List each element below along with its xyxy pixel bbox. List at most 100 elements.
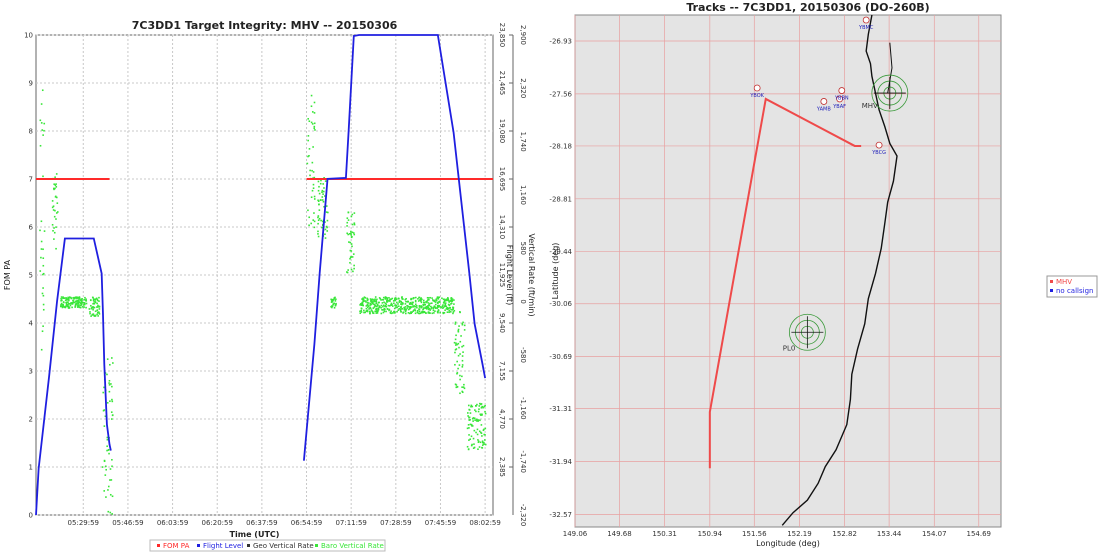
baro-rate-point xyxy=(351,231,354,234)
legend-item: Flight Level xyxy=(203,542,243,550)
airport-label: YAMB xyxy=(816,106,831,112)
x-tick-label: 08:02:59 xyxy=(469,519,500,527)
baro-rate-point xyxy=(388,308,391,311)
baro-rate-point xyxy=(478,408,480,410)
baro-rate-point xyxy=(367,305,370,307)
station-range-ring xyxy=(788,313,826,351)
flight-level-line xyxy=(35,237,112,516)
baro-rate-point xyxy=(401,298,403,300)
baro-rate-point xyxy=(387,299,390,302)
baro-rate-point xyxy=(94,301,97,304)
baro-rate-point xyxy=(374,304,376,307)
baro-rate-point xyxy=(398,300,401,302)
baro-rate-point xyxy=(421,298,423,301)
baro-rate-point xyxy=(360,311,363,313)
baro-rate-point xyxy=(434,307,437,310)
baro-rate-point xyxy=(390,312,393,315)
baro-rate-point xyxy=(63,306,66,308)
baro-rate-point xyxy=(420,297,422,299)
baro-rate-point xyxy=(483,441,485,444)
baro-rate-point xyxy=(333,306,336,309)
baro-rate-point xyxy=(312,171,315,173)
baro-rate-point xyxy=(66,303,68,305)
baro-rate-point xyxy=(361,301,364,304)
baro-rate-point xyxy=(335,298,337,301)
baro-rate-point xyxy=(420,300,422,302)
baro-rate-point xyxy=(481,446,483,449)
baro-rate-point xyxy=(426,300,428,302)
baro-rate-point xyxy=(90,304,92,307)
baro-rate-point xyxy=(483,405,486,408)
baro-rate-point xyxy=(410,306,413,308)
y-tick-label: 3 xyxy=(29,368,33,376)
baro-rate-point xyxy=(366,298,369,301)
baro-rate-point xyxy=(317,189,320,192)
baro-rate-point xyxy=(483,433,486,436)
baro-rate-point xyxy=(320,199,322,201)
baro-rate-point xyxy=(110,411,113,413)
baro-rate-point xyxy=(372,301,374,304)
baro-rate-point xyxy=(318,185,320,188)
baro-rate-point xyxy=(437,304,440,307)
baro-rate-point xyxy=(402,311,405,314)
baro-rate-point xyxy=(72,299,74,302)
baro-rate-point xyxy=(68,299,70,302)
baro-rate-point xyxy=(310,196,313,199)
baro-rate-point xyxy=(313,127,316,130)
x-tick-label: 06:03:59 xyxy=(157,519,188,527)
baro-rate-point xyxy=(381,302,384,304)
baro-rate-point xyxy=(96,306,99,308)
baro-rate-point xyxy=(111,400,114,403)
baro-rate-point xyxy=(427,299,429,301)
baro-rate-point xyxy=(470,424,473,427)
baro-rate-point xyxy=(383,310,386,313)
baro-rate-point xyxy=(313,226,316,229)
baro-rate-point xyxy=(101,466,104,468)
baro-rate-point xyxy=(308,224,310,227)
baro-rate-point xyxy=(473,429,476,432)
baro-rate-point xyxy=(444,309,446,312)
baro-rate-point xyxy=(479,413,482,416)
baro-rate-point xyxy=(362,300,365,303)
baro-rate-point xyxy=(313,195,316,198)
baro-rate-point xyxy=(386,308,389,310)
baro-rate-point xyxy=(441,297,443,300)
baro-rate-point xyxy=(331,298,334,301)
baro-rate-point xyxy=(369,302,372,305)
baro-rate-point xyxy=(420,305,423,307)
baro-rate-point xyxy=(461,323,464,326)
baro-rate-point xyxy=(384,296,387,299)
map-x-tick-label: 149.68 xyxy=(607,530,632,538)
legend-marker xyxy=(247,544,250,547)
y3-tick-label: 2,320 xyxy=(519,78,527,98)
y2-tick-label: 14,310 xyxy=(498,215,506,240)
baro-rate-point xyxy=(59,305,62,308)
baro-rate-point xyxy=(477,441,480,444)
baro-rate-point xyxy=(311,123,314,125)
baro-rate-point xyxy=(346,221,349,224)
baro-rate-point xyxy=(314,129,316,131)
baro-rate-point xyxy=(407,312,410,314)
baro-rate-point xyxy=(97,311,100,313)
baro-rate-point xyxy=(107,489,109,491)
baro-rate-point xyxy=(107,448,110,451)
baro-rate-point xyxy=(96,306,98,308)
baro-rate-point xyxy=(97,315,99,317)
baro-rate-point xyxy=(324,195,326,197)
baro-rate-point xyxy=(409,305,412,308)
baro-rate-point xyxy=(61,303,63,306)
baro-rate-point xyxy=(103,409,106,411)
baro-rate-point xyxy=(472,420,474,422)
baro-rate-point xyxy=(90,315,92,317)
baro-rate-point xyxy=(308,154,310,157)
baro-rate-point xyxy=(398,297,400,300)
baro-rate-point xyxy=(60,302,63,305)
baro-rate-point xyxy=(96,302,98,305)
baro-rate-point xyxy=(374,310,376,313)
baro-rate-point xyxy=(349,249,352,252)
baro-rate-point xyxy=(82,301,84,304)
baro-rate-point xyxy=(463,329,466,331)
baro-rate-point xyxy=(400,311,402,313)
baro-rate-point xyxy=(459,340,462,343)
baro-rate-point xyxy=(322,193,324,195)
